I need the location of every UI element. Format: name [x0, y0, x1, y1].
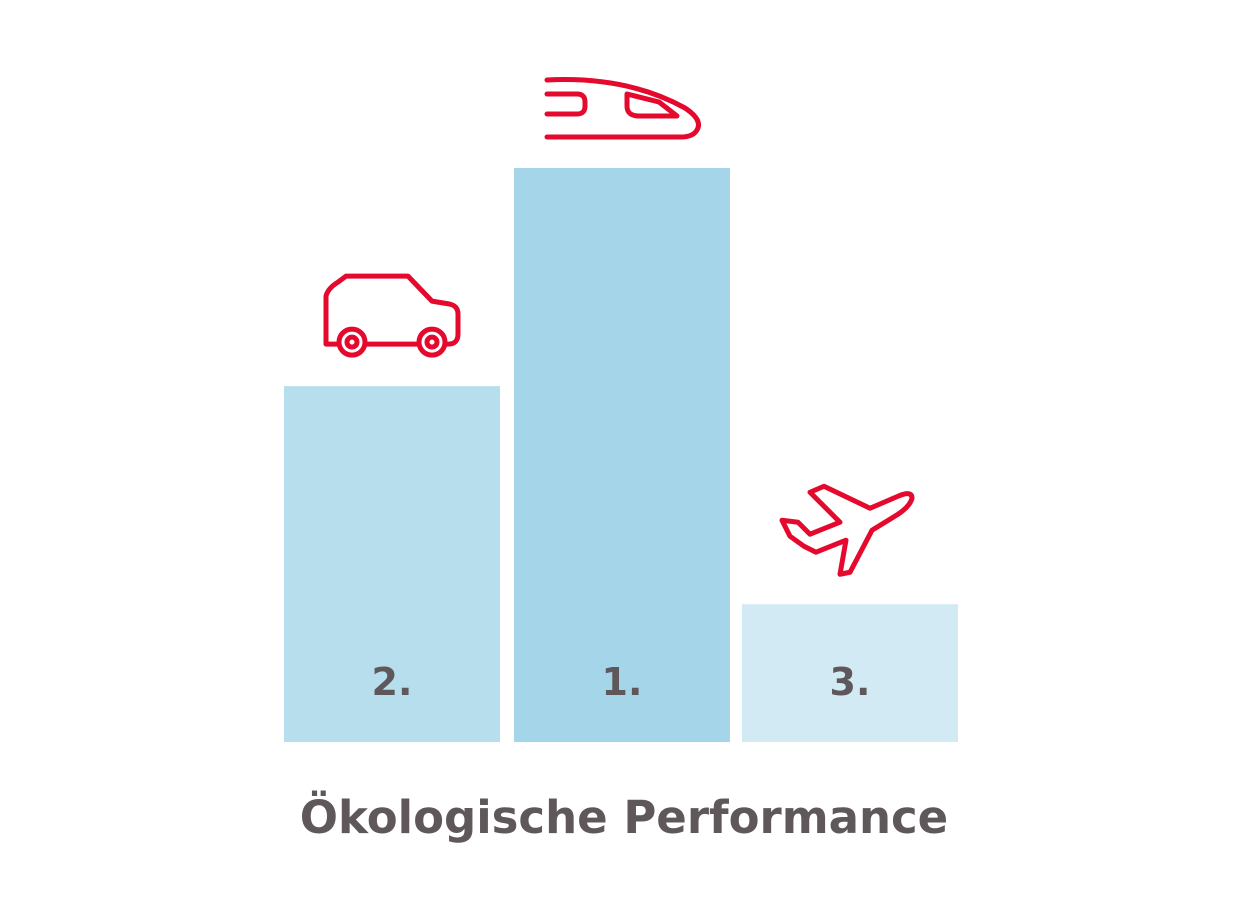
- plane-icon: [779, 483, 915, 577]
- chart-title: Ökologische Performance: [300, 791, 948, 844]
- icons-group: [323, 77, 915, 577]
- car-icon: [323, 273, 461, 358]
- bar-plane: [742, 604, 958, 742]
- rank-label-plane: 3.: [830, 660, 871, 704]
- train-icon: [544, 77, 701, 140]
- bar-train: [514, 168, 730, 742]
- bar-car: [284, 386, 500, 742]
- rank-label-train: 1.: [602, 660, 643, 704]
- bars-group: [284, 168, 958, 742]
- rank-labels-group: 2. 1. 3.: [372, 660, 871, 704]
- rank-label-car: 2.: [372, 660, 413, 704]
